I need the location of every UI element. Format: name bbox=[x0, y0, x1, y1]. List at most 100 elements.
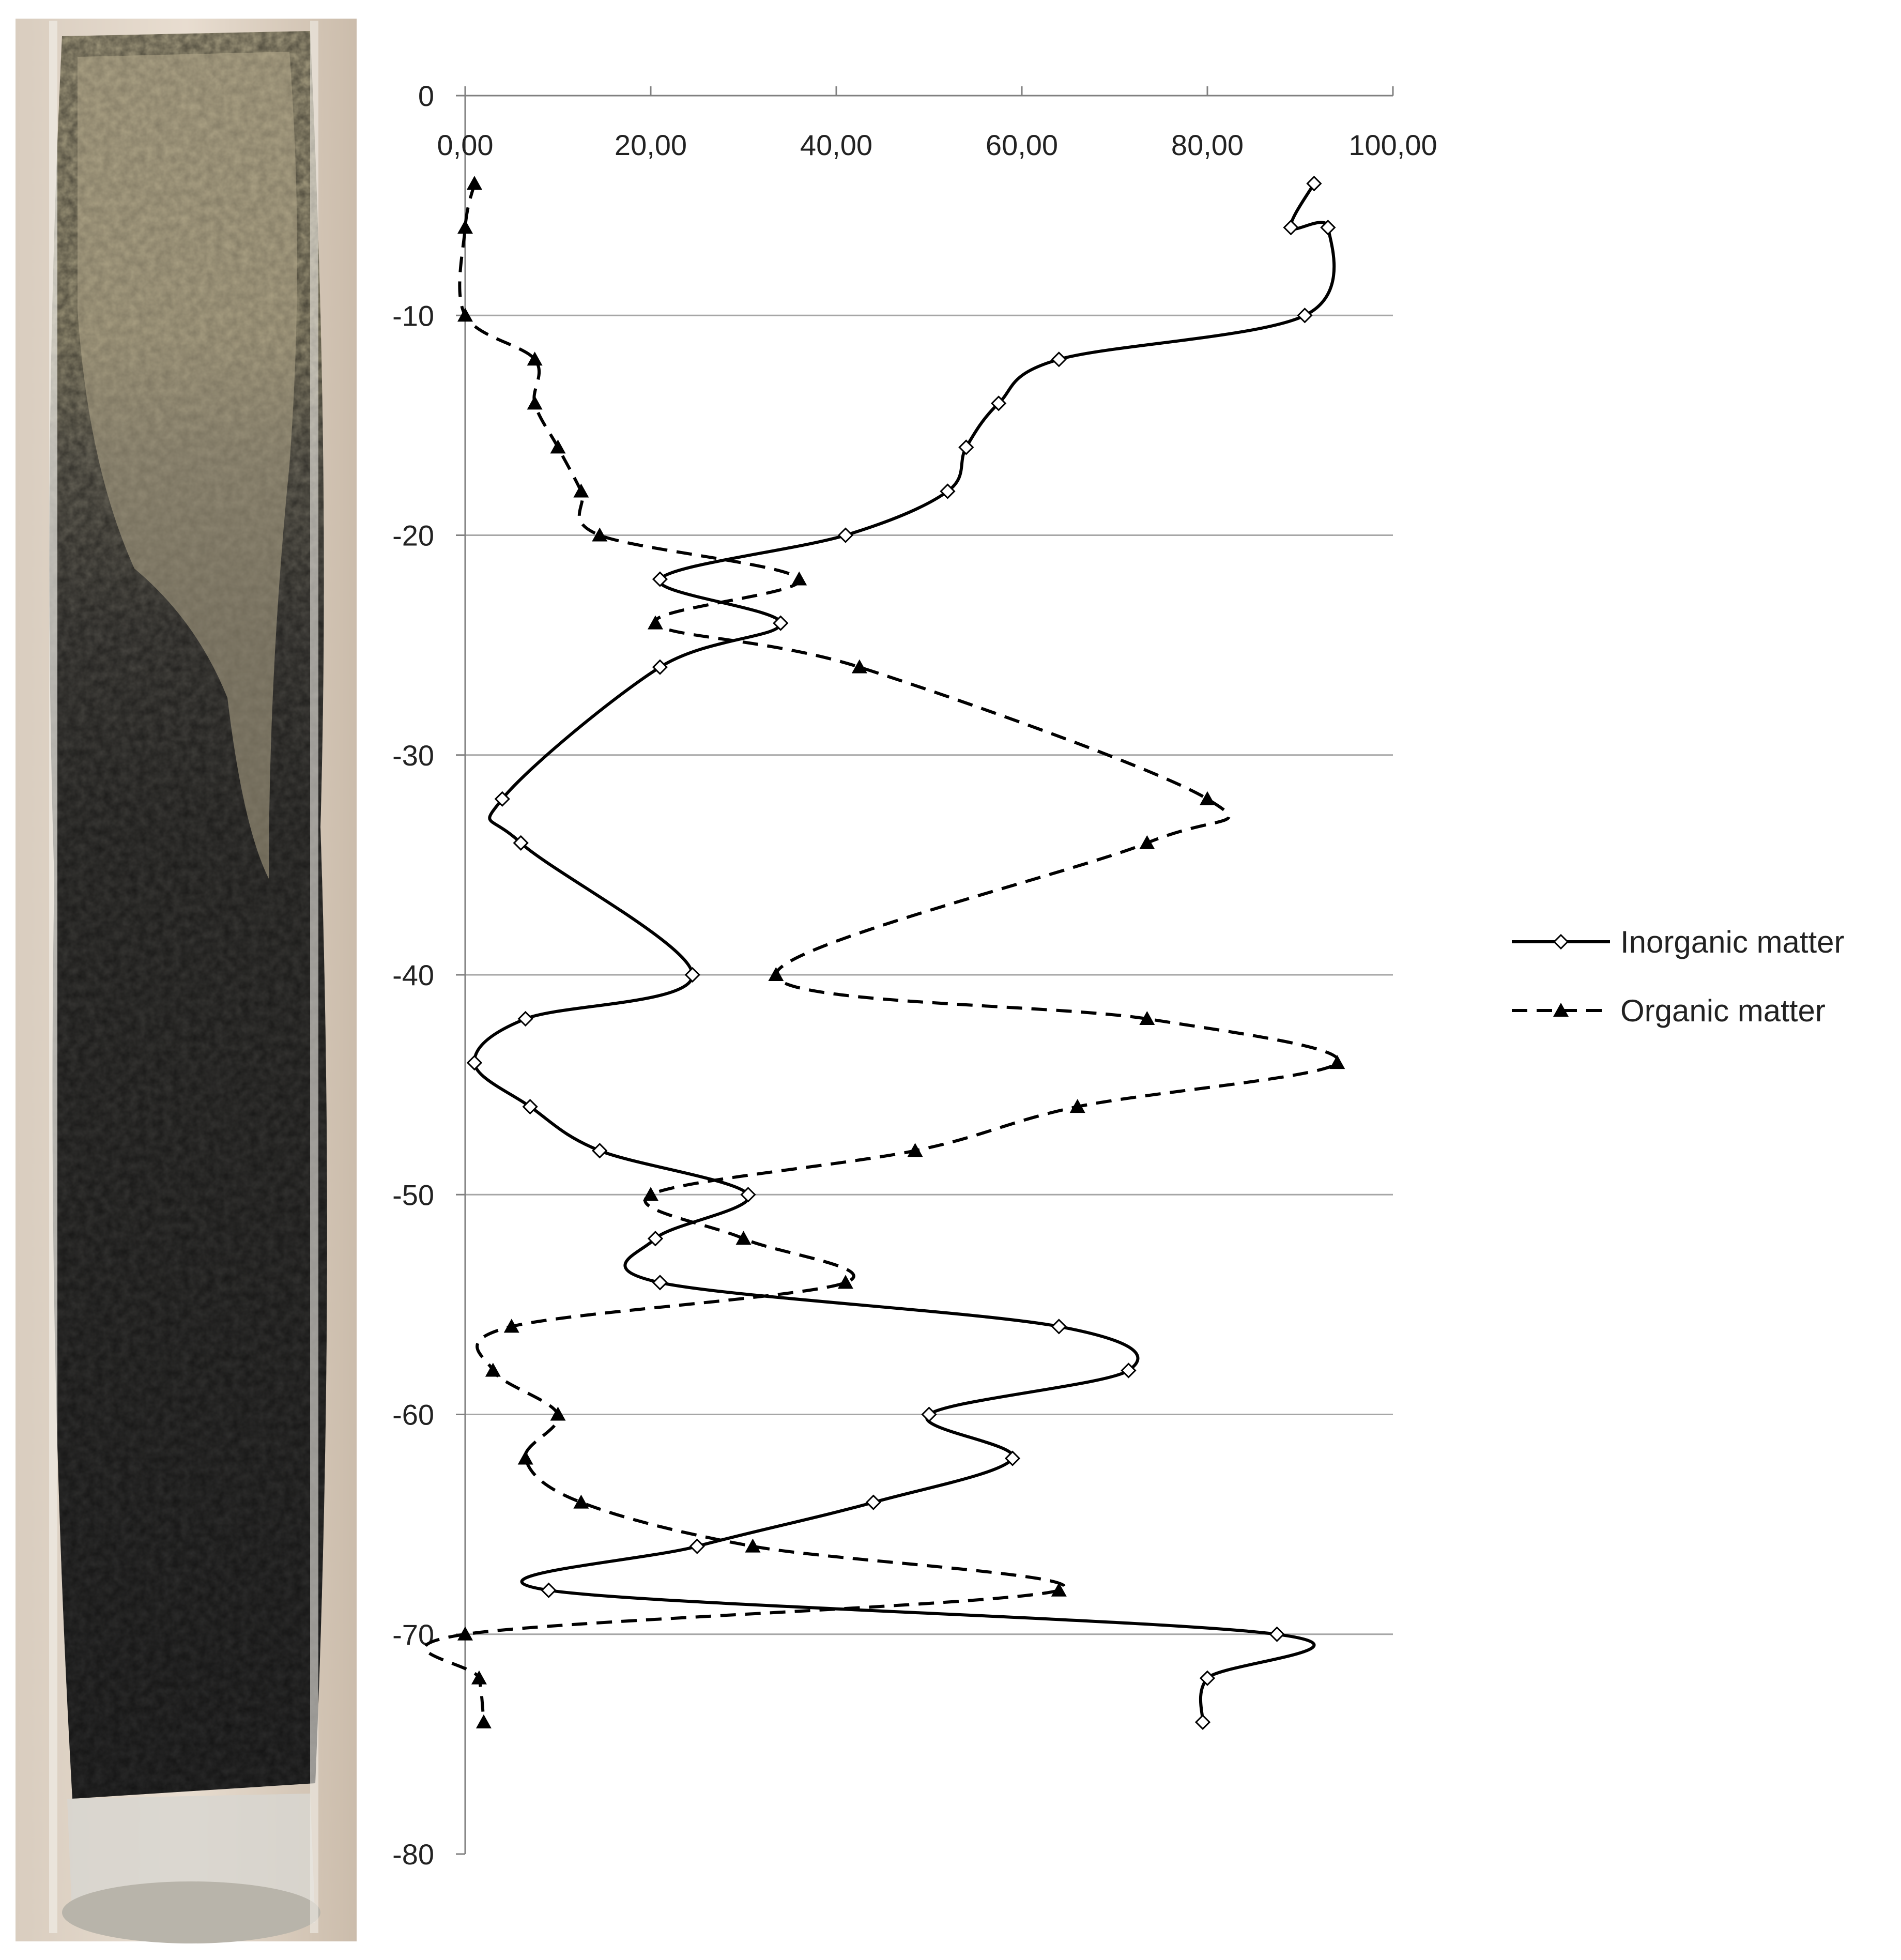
x-tick-label: 40,00 bbox=[800, 129, 872, 161]
data-point bbox=[1199, 1670, 1216, 1686]
y-tick-label: -60 bbox=[392, 1399, 434, 1431]
data-point bbox=[494, 791, 510, 807]
data-point bbox=[1194, 1714, 1211, 1730]
y-tick-label: -30 bbox=[392, 739, 434, 772]
data-point bbox=[1297, 308, 1313, 324]
data-point bbox=[517, 1010, 533, 1027]
data-point bbox=[652, 571, 668, 587]
data-point bbox=[1329, 1055, 1345, 1069]
data-point bbox=[457, 1626, 473, 1641]
legend: Inorganic matter Organic matter bbox=[1512, 925, 1845, 1028]
data-point bbox=[1139, 835, 1155, 849]
horizontal-gridlines bbox=[465, 314, 1393, 1635]
data-point bbox=[647, 615, 663, 630]
data-point bbox=[1069, 1099, 1085, 1113]
legend-item: Organic matter bbox=[1512, 993, 1826, 1028]
y-tick-label: -10 bbox=[392, 299, 434, 332]
data-point bbox=[647, 1231, 664, 1247]
x-tick-label: 100,00 bbox=[1348, 129, 1437, 161]
data-point bbox=[837, 527, 854, 543]
x-axis-ticks: 0,00 20,00 40,00 60,00 80,00 100,00 bbox=[437, 86, 1437, 161]
data-point bbox=[541, 1582, 557, 1598]
data-point bbox=[921, 1406, 937, 1422]
core-end-cap bbox=[62, 1881, 320, 1943]
data-point bbox=[773, 615, 789, 631]
x-tick-label: 20,00 bbox=[615, 129, 687, 161]
data-point bbox=[485, 1362, 501, 1377]
series-line bbox=[423, 183, 1340, 1723]
data-point bbox=[1269, 1626, 1285, 1642]
data-point bbox=[735, 1231, 752, 1245]
data-point bbox=[517, 1450, 533, 1465]
series-organic-matter bbox=[423, 176, 1345, 1728]
data-point bbox=[466, 176, 482, 190]
data-point bbox=[1320, 220, 1336, 236]
y-tick-label: 0 bbox=[418, 80, 434, 112]
y-tick-label: -50 bbox=[392, 1178, 434, 1211]
y-tick-label: -20 bbox=[392, 519, 434, 552]
data-point bbox=[837, 1275, 853, 1289]
data-point bbox=[503, 1319, 519, 1333]
data-point bbox=[592, 527, 608, 542]
data-point bbox=[476, 1714, 492, 1728]
y-tick-label: -40 bbox=[392, 959, 434, 991]
data-point bbox=[592, 1143, 608, 1159]
legend-label: Inorganic matter bbox=[1620, 925, 1845, 959]
soil-core-photo bbox=[16, 19, 357, 1943]
core-sand-patches bbox=[78, 52, 297, 879]
data-point bbox=[550, 1406, 566, 1421]
series-inorganic-matter bbox=[466, 175, 1336, 1730]
data-point bbox=[940, 483, 956, 499]
data-point bbox=[1121, 1362, 1137, 1379]
legend-marker bbox=[1553, 933, 1569, 950]
chart: 0,00 20,00 40,00 60,00 80,00 100,00 0 -10 -20 -3… bbox=[392, 80, 1844, 1871]
data-point bbox=[1051, 351, 1067, 368]
data-point bbox=[522, 1099, 538, 1115]
data-point bbox=[573, 1494, 589, 1509]
data-point bbox=[1051, 1319, 1067, 1335]
data-point bbox=[652, 1275, 668, 1291]
data-point bbox=[958, 439, 974, 455]
data-point bbox=[527, 395, 543, 410]
data-point bbox=[643, 1187, 658, 1201]
x-tick-label: 60,00 bbox=[986, 129, 1058, 161]
data-point bbox=[1004, 1450, 1021, 1466]
legend-marker bbox=[1553, 1003, 1569, 1017]
data-point bbox=[466, 1054, 483, 1071]
data-point bbox=[550, 439, 566, 454]
data-point bbox=[1200, 791, 1215, 805]
y-axis-ticks: 0 -10 -20 -30 -40 -50 -60 -70 -80 bbox=[392, 80, 465, 1871]
data-point bbox=[1306, 175, 1322, 192]
data-point bbox=[991, 395, 1007, 411]
data-point bbox=[527, 351, 543, 366]
data-point bbox=[573, 483, 589, 498]
x-tick-label: 80,00 bbox=[1171, 129, 1244, 161]
core-edge-right bbox=[310, 21, 318, 1933]
legend-label: Organic matter bbox=[1620, 993, 1826, 1028]
series-layer bbox=[423, 175, 1345, 1730]
data-point bbox=[865, 1494, 881, 1510]
y-tick-label: -70 bbox=[392, 1618, 434, 1651]
y-tick-label: -80 bbox=[392, 1838, 434, 1871]
data-point bbox=[907, 1143, 923, 1157]
data-point bbox=[471, 1670, 487, 1685]
data-point bbox=[740, 1187, 756, 1203]
core-edge-left bbox=[49, 21, 57, 1933]
data-point bbox=[768, 967, 784, 981]
data-point bbox=[1283, 220, 1299, 236]
data-point bbox=[791, 571, 807, 586]
data-point bbox=[457, 220, 473, 234]
data-point bbox=[457, 308, 473, 322]
data-point bbox=[684, 967, 700, 983]
data-point bbox=[1051, 1582, 1067, 1597]
data-point bbox=[851, 659, 867, 673]
data-point bbox=[1139, 1011, 1155, 1025]
data-point bbox=[745, 1538, 761, 1553]
x-tick-label: 0,00 bbox=[437, 129, 494, 161]
data-point bbox=[689, 1538, 705, 1554]
data-point bbox=[513, 835, 529, 851]
series-line bbox=[472, 182, 1336, 1723]
legend-item: Inorganic matter bbox=[1512, 925, 1845, 959]
data-point bbox=[652, 659, 668, 675]
